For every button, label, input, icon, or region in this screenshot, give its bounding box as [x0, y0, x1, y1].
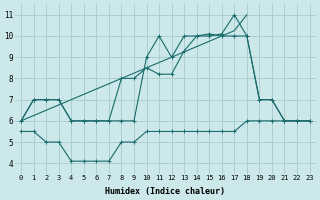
X-axis label: Humidex (Indice chaleur): Humidex (Indice chaleur): [105, 187, 225, 196]
